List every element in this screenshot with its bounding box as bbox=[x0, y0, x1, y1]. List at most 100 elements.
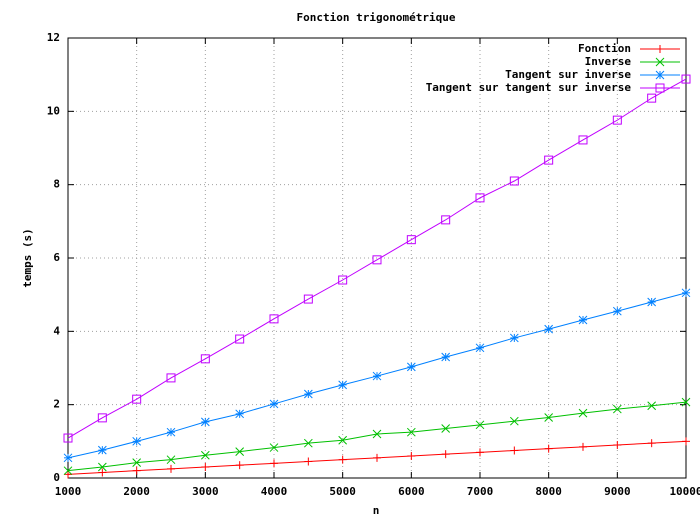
marker-box bbox=[132, 394, 142, 404]
x-tick-label: 10000 bbox=[669, 485, 700, 498]
x-tick-label: 2000 bbox=[123, 485, 150, 498]
marker bbox=[476, 448, 484, 457]
marker bbox=[373, 453, 381, 462]
marker bbox=[407, 452, 416, 460]
marker bbox=[63, 433, 73, 443]
marker bbox=[406, 362, 416, 372]
marker-box bbox=[655, 83, 665, 93]
marker bbox=[269, 399, 279, 409]
marker bbox=[655, 83, 665, 93]
marker-box bbox=[406, 235, 416, 245]
x-tick-label: 5000 bbox=[329, 485, 356, 498]
marker-stroke bbox=[647, 297, 657, 307]
marker-box bbox=[612, 115, 622, 125]
marker bbox=[303, 438, 313, 448]
marker bbox=[544, 155, 554, 165]
marker-stroke bbox=[63, 466, 73, 476]
marker-stroke bbox=[200, 417, 210, 427]
marker-stroke bbox=[681, 288, 691, 298]
marker-stroke bbox=[269, 443, 279, 452]
x-tick-label: 9000 bbox=[604, 485, 631, 498]
marker bbox=[270, 459, 278, 468]
marker bbox=[612, 306, 622, 316]
marker bbox=[509, 176, 519, 186]
marker-box bbox=[441, 215, 451, 225]
marker-stroke bbox=[406, 362, 416, 372]
marker-stroke bbox=[544, 324, 554, 334]
marker-stroke bbox=[578, 315, 588, 325]
x-tick-label: 7000 bbox=[467, 485, 494, 498]
marker bbox=[235, 334, 245, 344]
marker bbox=[63, 453, 73, 463]
marker bbox=[681, 288, 691, 298]
marker-stroke bbox=[303, 438, 313, 448]
marker-stroke bbox=[97, 462, 107, 472]
marker-box bbox=[578, 135, 588, 145]
marker bbox=[372, 429, 382, 439]
marker bbox=[544, 413, 554, 422]
marker-box bbox=[166, 373, 176, 383]
marker bbox=[579, 442, 587, 451]
marker-stroke bbox=[372, 371, 382, 381]
marker-stroke bbox=[509, 333, 519, 343]
marker bbox=[201, 463, 210, 471]
y-axis-label: temps (s) bbox=[21, 228, 34, 288]
marker bbox=[166, 373, 176, 383]
marker-stroke bbox=[578, 408, 588, 418]
marker bbox=[269, 314, 279, 324]
marker-stroke bbox=[681, 397, 691, 407]
marker bbox=[132, 458, 142, 467]
marker bbox=[303, 294, 313, 304]
marker bbox=[655, 57, 665, 67]
marker bbox=[612, 115, 622, 125]
marker bbox=[97, 445, 107, 455]
marker bbox=[682, 437, 690, 446]
marker bbox=[167, 464, 175, 473]
marker bbox=[647, 401, 657, 411]
marker bbox=[406, 235, 416, 245]
marker bbox=[97, 462, 107, 472]
marker-stroke bbox=[97, 445, 107, 455]
chart-title: Fonction trigonométrique bbox=[297, 11, 456, 24]
marker-stroke bbox=[612, 306, 622, 316]
marker-stroke bbox=[612, 404, 622, 414]
marker bbox=[97, 413, 107, 423]
marker bbox=[647, 297, 657, 307]
marker-stroke bbox=[509, 416, 519, 426]
marker-stroke bbox=[475, 343, 485, 353]
marker bbox=[303, 389, 313, 399]
marker bbox=[338, 380, 348, 390]
marker-stroke bbox=[441, 424, 451, 433]
legend-label: Tangent sur inverse bbox=[505, 68, 631, 81]
marker-stroke bbox=[235, 447, 245, 456]
marker-box bbox=[647, 93, 657, 103]
marker bbox=[681, 397, 691, 407]
marker-box bbox=[372, 255, 382, 265]
marker bbox=[338, 275, 348, 285]
marker bbox=[475, 193, 485, 203]
marker bbox=[235, 409, 245, 419]
y-tick-label: 8 bbox=[53, 178, 60, 191]
marker-stroke bbox=[132, 436, 142, 446]
marker bbox=[304, 457, 313, 466]
marker-box bbox=[681, 74, 691, 84]
legend-label: Fonction bbox=[578, 42, 631, 55]
marker-box bbox=[509, 176, 519, 186]
legend-label: Tangent sur tangent sur inverse bbox=[426, 81, 632, 94]
marker bbox=[647, 439, 656, 448]
marker bbox=[441, 352, 451, 362]
marker-stroke bbox=[63, 453, 73, 463]
marker bbox=[613, 441, 622, 449]
marker bbox=[441, 450, 450, 459]
marker bbox=[510, 446, 519, 455]
y-tick-label: 0 bbox=[53, 471, 60, 484]
marker-box bbox=[303, 294, 313, 304]
marker bbox=[63, 466, 73, 476]
marker bbox=[338, 435, 348, 445]
marker bbox=[612, 404, 622, 414]
marker bbox=[132, 466, 141, 475]
marker bbox=[441, 424, 451, 433]
marker bbox=[166, 427, 176, 437]
marker-box bbox=[544, 155, 554, 165]
y-tick-label: 4 bbox=[53, 324, 60, 337]
